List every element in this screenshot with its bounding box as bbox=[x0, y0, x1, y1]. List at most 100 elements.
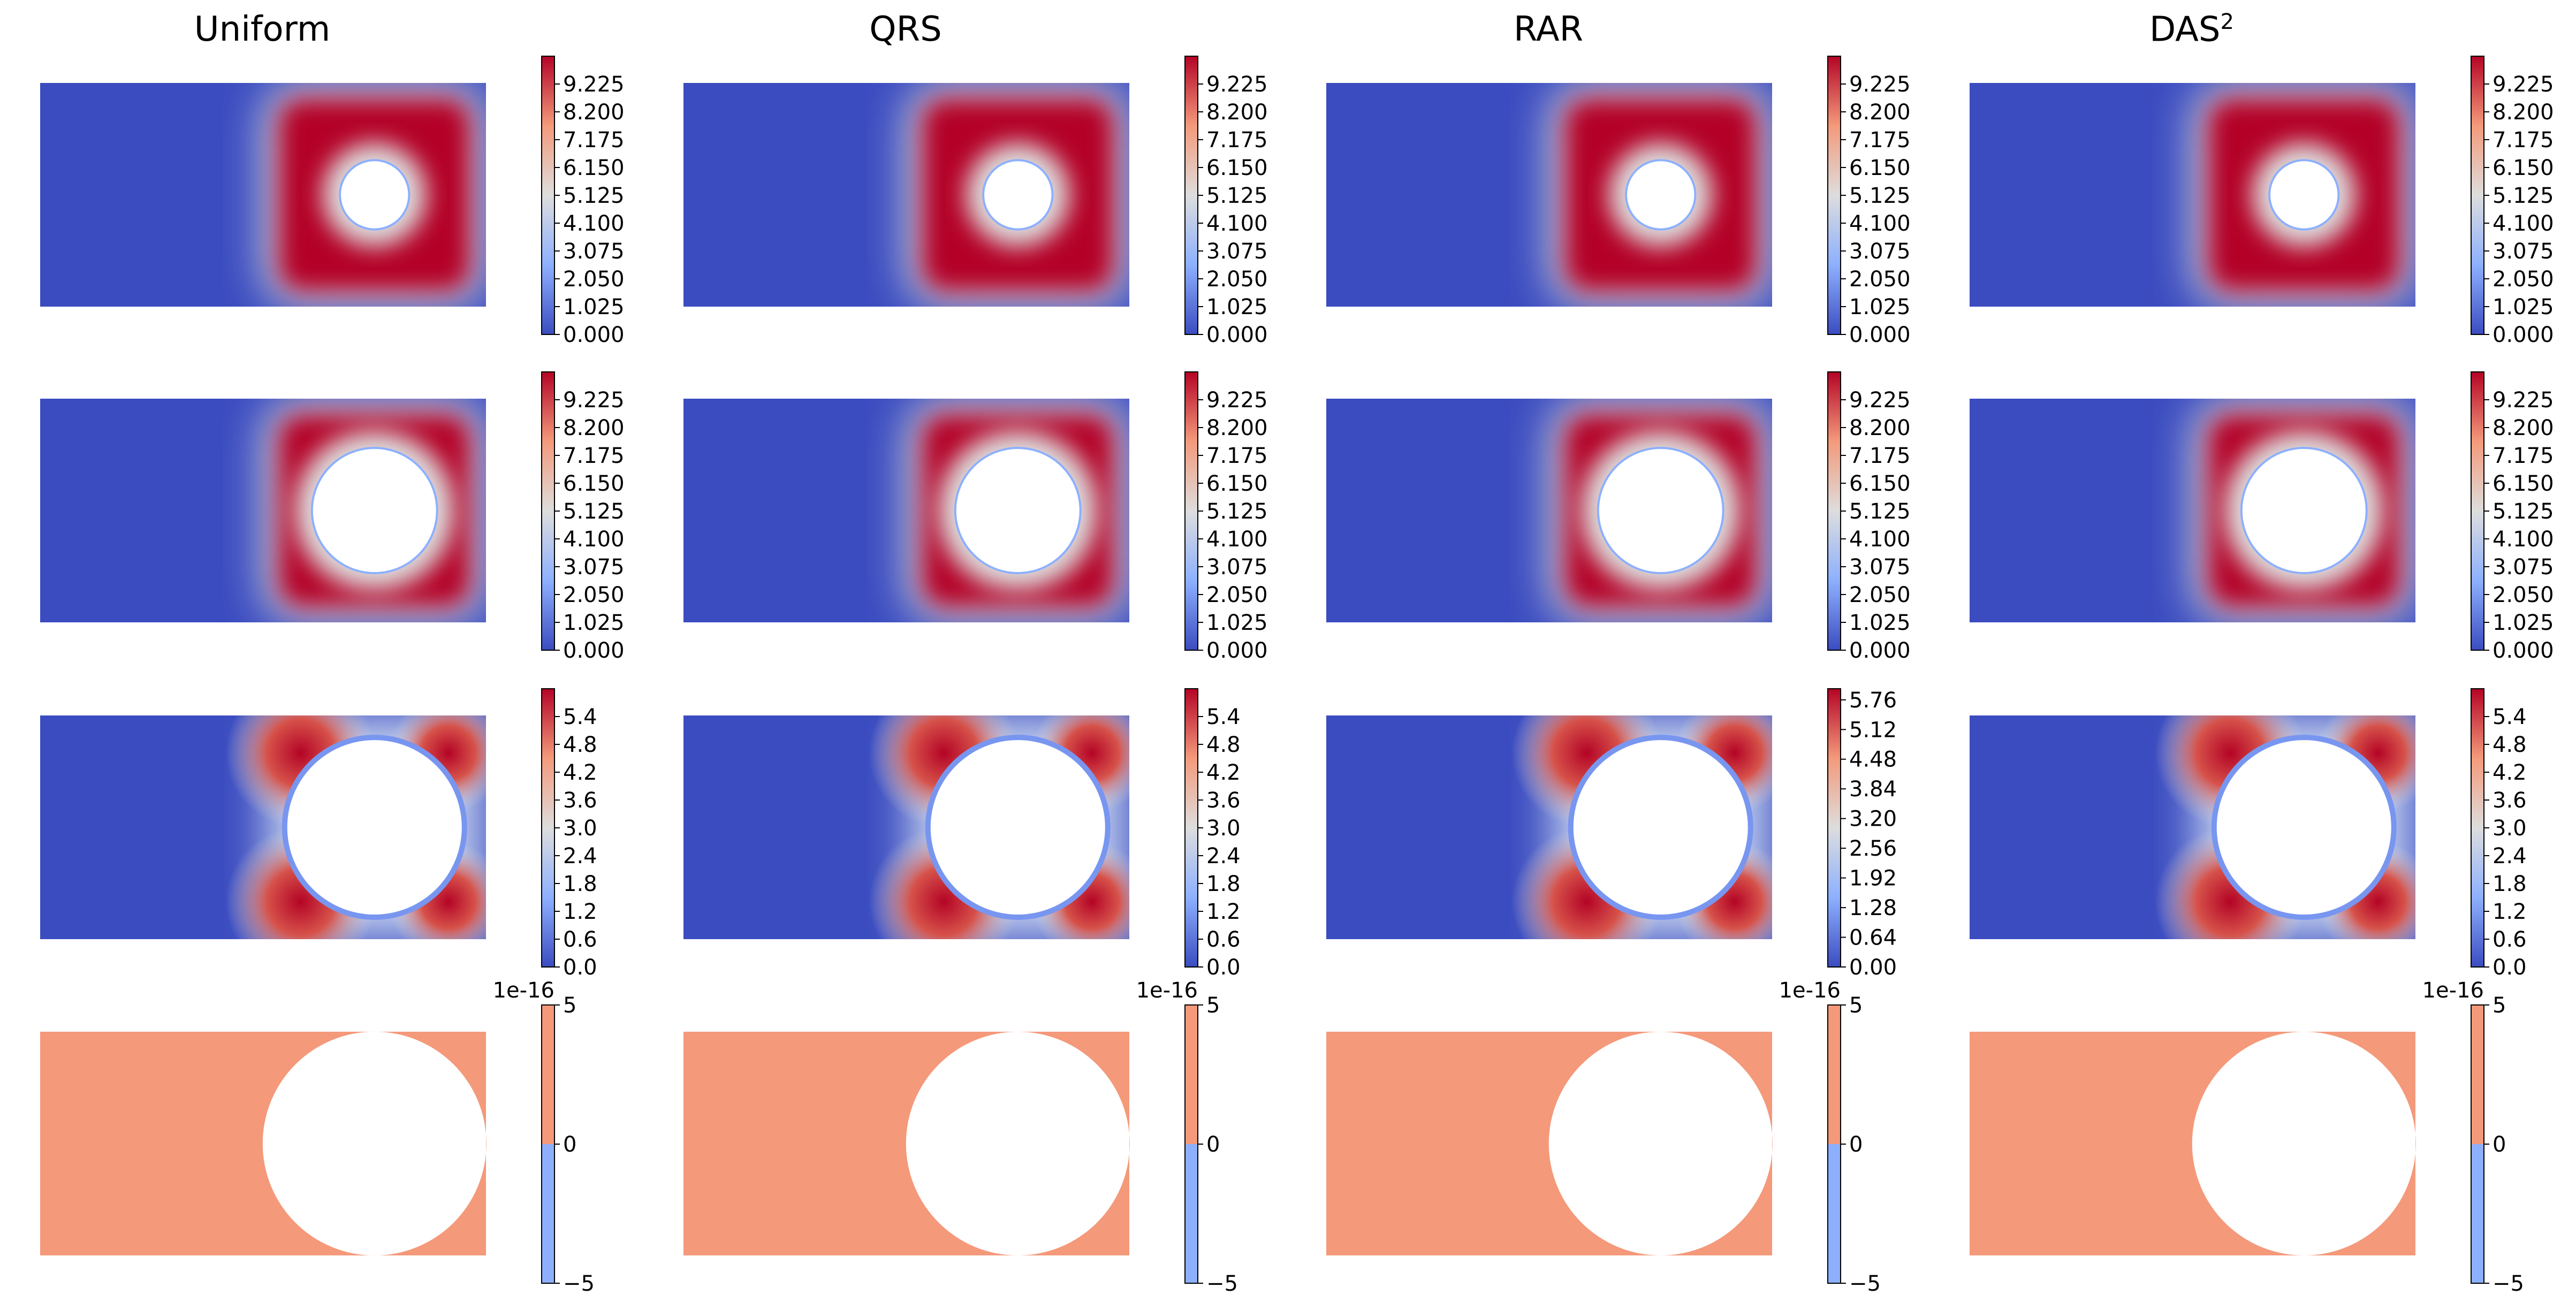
colorbar-tick-label: 0 bbox=[2493, 1132, 2506, 1157]
heatmap-panel: 0.00 0.64 1.28 1.92 2.56 3.20 3.84 4.48 5.12 5.76 bbox=[1326, 688, 1897, 980]
cylinder-hole bbox=[956, 449, 1080, 572]
colorbar-tick-label: 3.0 bbox=[563, 816, 597, 841]
colorbar-tick-label: 6.150 bbox=[1206, 471, 1268, 496]
colorbar-tick-label: 9.225 bbox=[2493, 388, 2554, 413]
colorbar-offset-label: 1e-16 bbox=[1779, 978, 1841, 1003]
colorbar-tick-label: 1.025 bbox=[563, 611, 625, 635]
heatmap-panel: 0.000 1.025 2.050 3.075 4.100 5.125 6.150 7.175… bbox=[1326, 56, 1911, 347]
colorbar-tick-label: 9.225 bbox=[1206, 388, 1268, 413]
colorbar-tick-label: 3.6 bbox=[1206, 788, 1241, 813]
colorbar-tick-label: 3.84 bbox=[1849, 777, 1897, 802]
colorbar bbox=[1184, 56, 1198, 335]
colorbar-tick-label: 0.000 bbox=[563, 638, 625, 663]
colorbar-tick-label: 2.56 bbox=[1849, 836, 1897, 861]
heatmap-panel: 0.000 1.025 2.050 3.075 4.100 5.125 6.150 7.175… bbox=[683, 56, 1268, 347]
colorbar-tick-label: 8.200 bbox=[2493, 100, 2554, 125]
constant-field bbox=[40, 1031, 487, 1256]
colorbar-tick-label: 7.175 bbox=[563, 128, 625, 153]
colorbar-tick-label: 1.025 bbox=[1206, 295, 1268, 319]
cylinder-hole bbox=[2270, 161, 2338, 229]
colorbar-tick-label: 0.6 bbox=[2493, 927, 2527, 952]
colorbar-tick-label: 2.050 bbox=[563, 267, 625, 292]
column-title-4: DAS2 bbox=[2149, 10, 2234, 50]
colorbar-tick-label: 3.20 bbox=[1849, 807, 1897, 832]
column-title-3: RAR bbox=[1513, 10, 1584, 49]
heatmap-panel: 0.0 0.6 1.2 1.8 2.4 3.0 3.6 4.2 4.8 5.4 bbox=[40, 688, 597, 980]
colorbar-tick-label: 2.050 bbox=[2493, 583, 2554, 607]
colorbar-tick-label: 2.050 bbox=[1849, 267, 1911, 292]
colorbar-tick-label: 5.125 bbox=[2493, 499, 2554, 524]
cylinder-hole bbox=[1573, 740, 1748, 915]
colorbar-tick-label: 8.200 bbox=[563, 416, 625, 440]
colorbar-tick-label: 0.0 bbox=[2493, 955, 2527, 980]
colorbar-tick-label: 0.000 bbox=[1849, 638, 1911, 663]
colorbar bbox=[541, 688, 555, 968]
colorbar-tick-label: 0.00 bbox=[1849, 955, 1897, 980]
colorbar-tick-label: 9.225 bbox=[1206, 72, 1268, 97]
heatmap-panel: 0.000 1.025 2.050 3.075 4.100 5.125 6.150 7.175… bbox=[1970, 56, 2554, 347]
heatmap-panel: 0.0 0.6 1.2 1.8 2.4 3.0 3.6 4.2 4.8 5.4 bbox=[1970, 688, 2527, 980]
colorbar bbox=[541, 1004, 555, 1284]
constant-field bbox=[1970, 1032, 2416, 1255]
colorbar-tick-label: 0.000 bbox=[2493, 323, 2554, 347]
colorbar-tick-label: 8.200 bbox=[1206, 416, 1268, 440]
cylinder-hole bbox=[313, 449, 436, 572]
heatmap-panel: 0.000 1.025 2.050 3.075 4.100 5.125 6.150 7.175… bbox=[683, 371, 1268, 663]
colorbar-tick-label: 7.175 bbox=[1849, 444, 1911, 468]
colorbar-tick-label: 7.175 bbox=[1206, 128, 1268, 153]
colorbar-tick-label: 1.025 bbox=[1849, 611, 1911, 635]
heatmap-panel: 0.000 1.025 2.050 3.075 4.100 5.125 6.150 7.175… bbox=[40, 371, 625, 663]
colorbar bbox=[1827, 371, 1841, 651]
colorbar-tick-label: 4.8 bbox=[563, 733, 597, 757]
colorbar-tick-label: 1.8 bbox=[2493, 872, 2527, 896]
colorbar-tick-label: 1.025 bbox=[2493, 295, 2554, 319]
colorbar-tick-label: 5.4 bbox=[563, 705, 597, 729]
colorbar-tick-label: 1.92 bbox=[1849, 866, 1897, 891]
heatmap-panel: 0.000 1.025 2.050 3.075 4.100 5.125 6.150 7.175… bbox=[1970, 371, 2554, 663]
heatmap-panel: 0.000 1.025 2.050 3.075 4.100 5.125 6.150 7.175… bbox=[1326, 371, 1911, 663]
colorbar-tick-label: 0.0 bbox=[1206, 955, 1241, 980]
colorbar-tick-label: 0.000 bbox=[1206, 638, 1268, 663]
colorbar-tick-label: 2.050 bbox=[1849, 583, 1911, 607]
colorbar-tick-label: 3.0 bbox=[1206, 816, 1241, 841]
colorbar-offset-label: 1e-16 bbox=[2422, 978, 2484, 1003]
cylinder-hole bbox=[2242, 449, 2366, 572]
colorbar bbox=[1827, 1004, 1841, 1284]
colorbar-tick-label: 5.125 bbox=[563, 499, 625, 524]
colorbar-tick-label: 4.100 bbox=[563, 527, 625, 552]
column-title-1: Uniform bbox=[194, 10, 331, 49]
colorbar-tick-label: 2.050 bbox=[1206, 267, 1268, 292]
colorbar-tick-label: 7.175 bbox=[2493, 128, 2554, 153]
colorbar-tick-label: 4.100 bbox=[1206, 211, 1268, 236]
heatmap-panel: 0.0 0.6 1.2 1.8 2.4 3.0 3.6 4.2 4.8 5.4 bbox=[683, 688, 1241, 980]
colorbar-tick-label: 1.8 bbox=[563, 872, 597, 896]
colorbar-tick-label: 4.100 bbox=[1206, 527, 1268, 552]
colorbar-tick-label: 5.4 bbox=[1206, 705, 1241, 729]
colorbar-tick-label: 4.100 bbox=[1849, 527, 1911, 552]
colorbar-tick-label: 1.28 bbox=[1849, 896, 1897, 920]
colorbar-tick-label: 1.8 bbox=[1206, 872, 1241, 896]
colorbar-tick-label: 3.0 bbox=[2493, 816, 2527, 841]
colorbar-tick-label: 4.2 bbox=[563, 760, 597, 785]
colorbar-tick-label: 0.000 bbox=[1849, 323, 1911, 347]
colorbar-tick-label: 3.075 bbox=[1849, 239, 1911, 264]
colorbar-tick-label: 4.100 bbox=[1849, 211, 1911, 236]
constant-field bbox=[1326, 1032, 1773, 1255]
colorbar-tick-label: 1.025 bbox=[563, 295, 625, 319]
colorbar-offset-label: 1e-16 bbox=[493, 978, 554, 1003]
colorbar-tick-label: 6.150 bbox=[2493, 156, 2554, 180]
colorbar-tick-label: 9.225 bbox=[1849, 388, 1911, 413]
colorbar-tick-label: 0.64 bbox=[1849, 926, 1897, 950]
colorbar bbox=[541, 56, 555, 335]
colorbar-tick-label: 8.200 bbox=[2493, 416, 2554, 440]
cylinder-hole bbox=[930, 740, 1105, 915]
colorbar-tick-label: 1.2 bbox=[2493, 900, 2527, 924]
colorbar-tick-label: 2.4 bbox=[1206, 844, 1241, 869]
colorbar-tick-label: 6.150 bbox=[1849, 156, 1911, 180]
colorbar-tick-label: 4.100 bbox=[2493, 527, 2554, 552]
colorbar-tick-label: 0.000 bbox=[2493, 638, 2554, 663]
cylinder-hole bbox=[2216, 740, 2391, 915]
colorbar-tick-label: 7.175 bbox=[1849, 128, 1911, 153]
